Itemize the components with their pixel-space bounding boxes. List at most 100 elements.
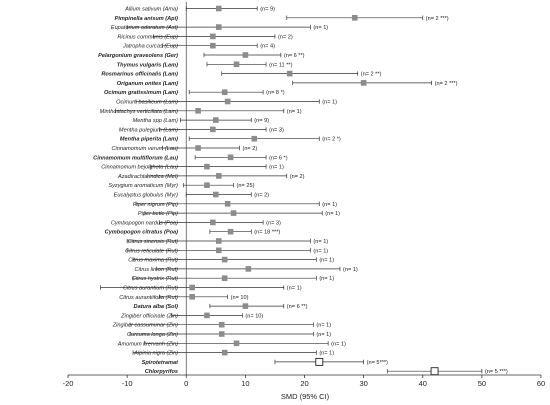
- row-annotation: (n= 10): [245, 313, 263, 319]
- x-tick-label: 50: [478, 379, 486, 388]
- forest-row: Spirotetramat (n= 5***): [142, 357, 388, 366]
- forest-row: Curcuma longa (Zin) (n= 1): [127, 331, 331, 338]
- forest-row: Allium sativum (Ama) (n= 9): [124, 5, 275, 13]
- row-annotation: (n= 1): [313, 25, 328, 31]
- row-annotation: (n= 6 **): [284, 53, 305, 59]
- forest-row: Citrus reticulate (Rut) (n= 1): [125, 247, 328, 254]
- point-estimate-marker: [210, 33, 216, 40]
- forest-row: Chlorpyrifos (n= 5 ***): [145, 367, 508, 375]
- row-annotation: (n= 6 **): [287, 304, 308, 310]
- forest-row: Origanum onites (Lam) (n= 2 ***): [117, 80, 458, 87]
- point-estimate-marker: [221, 275, 228, 281]
- point-estimate-marker: [215, 238, 222, 244]
- row-annotation: (n= 2 *): [322, 137, 341, 143]
- forest-row: Minthostachys verticillata (Lam) (n= 1): [100, 108, 302, 115]
- row-annotation: (n= 18 ***): [254, 230, 280, 236]
- row-label: Piper nigrum (Pip): [133, 202, 178, 208]
- point-estimate-marker: [360, 80, 367, 86]
- forest-row: Mentha pulegium (Lam) (n= 3): [119, 126, 284, 133]
- point-estimate-marker: [245, 266, 252, 272]
- point-estimate-marker: [251, 135, 258, 142]
- row-annotation: (n= 1): [343, 267, 358, 273]
- x-tick-label: 40: [419, 379, 427, 388]
- row-label: Mentha spp (Lam): [133, 118, 179, 124]
- rows-group: Allium sativum (Ama) (n= 9) Pimpinella ani…: [93, 5, 508, 375]
- row-label: Citrus aurantiifolia (Rut): [119, 295, 178, 301]
- row-annotation: (n= 1): [316, 332, 331, 338]
- x-tick-label: 0: [184, 379, 188, 388]
- point-estimate-marker: [204, 163, 210, 170]
- row-annotation: (n= 2): [254, 193, 269, 199]
- row-label: Citrus maxima (Rut): [128, 258, 178, 264]
- x-tick-label: -10: [122, 379, 133, 388]
- row-label: Citrus aurantium (Rut): [123, 286, 178, 292]
- point-estimate-marker: [351, 15, 358, 21]
- row-label: Curcuma longa (Zin): [127, 332, 178, 338]
- row-label: Mentha pulegium (Lam): [119, 127, 178, 133]
- point-estimate-marker: [210, 219, 216, 226]
- point-estimate-marker: [215, 247, 222, 254]
- x-tick-label: 10: [241, 379, 249, 388]
- forest-row: Azadirachta indica (Mel) (n= 2): [117, 173, 305, 180]
- point-estimate-marker: [221, 256, 228, 263]
- forest-row: Ricinus communis (Eup) (n= 2): [117, 33, 293, 40]
- point-estimate-marker: [315, 357, 324, 366]
- row-label: Cinnamomum verum (Lau): [111, 146, 178, 152]
- row-label: Citrus hystrix (Rut): [132, 276, 178, 282]
- forest-row: Ocimum gratissimum (Lam) (n= 8 *): [104, 89, 285, 96]
- row-annotation: (n= 6 *): [269, 155, 288, 161]
- row-label: Zingiber officinale (Zin): [120, 313, 178, 319]
- point-estimate-marker: [242, 303, 249, 309]
- row-annotation: (n= 25): [237, 183, 255, 189]
- row-label: Amomum krervanh (Zin): [117, 341, 178, 347]
- row-annotation: (n= 1): [322, 100, 337, 106]
- row-annotation: (n= 1): [319, 351, 334, 357]
- row-label: Zingiber cassumunar (Zin): [112, 323, 178, 329]
- row-annotation: (n= 2): [278, 34, 293, 40]
- row-annotation: (n= 1): [313, 239, 328, 245]
- forest-row: Cymbopogon nardus (Poa) (n= 3): [111, 219, 281, 226]
- point-estimate-marker: [227, 228, 234, 235]
- forest-row: Cymbopogon citratus (Poa) (n= 18 ***): [105, 228, 280, 236]
- row-annotation: (n= 5***): [367, 360, 388, 366]
- row-annotation: (n= 2 ***): [426, 16, 449, 22]
- forest-row: Datura alba (Sol) (n= 6 **): [134, 303, 308, 310]
- row-annotation: (n= 1): [322, 202, 337, 208]
- point-estimate-marker: [215, 173, 222, 179]
- point-estimate-marker: [213, 117, 219, 123]
- point-estimate-marker: [218, 331, 225, 337]
- row-label: Ocimum gratissimum (Lam): [104, 90, 178, 96]
- point-estimate-marker: [215, 5, 222, 12]
- forest-row: Syzygium aromaticum (Myr) (n= 25): [108, 182, 255, 189]
- row-annotation: (n= 10): [231, 295, 249, 301]
- forest-row: Citrus limon (Rut) (n= 1): [134, 266, 358, 273]
- point-estimate-marker: [286, 70, 293, 77]
- row-annotation: (n= 11 **): [269, 62, 293, 68]
- forest-row: Zingiber cassumunar (Zin) (n= 1): [112, 321, 331, 329]
- forest-row: Citrus aurantium (Rut) (n= 1): [100, 284, 302, 292]
- row-annotation: (n= 1): [325, 211, 340, 217]
- point-estimate-marker: [189, 284, 195, 291]
- point-estimate-marker: [195, 108, 201, 114]
- row-label: Jatropha curcas (Eup): [122, 44, 178, 50]
- row-annotation: (n= 3): [269, 127, 284, 133]
- row-annotation: (n= 2 **): [361, 72, 382, 78]
- row-label: Thymus vulgaris (Lam): [117, 62, 178, 68]
- row-annotation: (n= 4): [260, 44, 275, 50]
- forest-row: Eucalyptus globulus (Myr) (n= 2): [114, 191, 269, 199]
- row-annotation: (n= 1): [287, 109, 302, 115]
- row-label: Syzygium aromaticum (Myr): [108, 183, 178, 189]
- point-estimate-marker: [204, 182, 210, 188]
- row-annotation: (n= 3): [266, 220, 281, 226]
- forest-row: Zingiber officinale (Zin) (n= 10): [120, 312, 263, 319]
- point-estimate-marker: [204, 312, 210, 319]
- row-label: Eupatorium odoratum (Ast): [111, 25, 178, 31]
- x-tick-label: -20: [63, 379, 74, 388]
- forest-row: Citrus aurantiifolia (Rut) (n= 10): [119, 294, 249, 301]
- forest-row: Ocimum basilicum (Lam) (n= 1): [116, 98, 337, 106]
- forest-row: Piper nigrum (Pip) (n= 1): [133, 201, 337, 208]
- row-label: Pelargonium graveolens (Ger): [98, 53, 178, 59]
- point-estimate-marker: [210, 126, 216, 133]
- point-estimate-marker: [227, 154, 234, 161]
